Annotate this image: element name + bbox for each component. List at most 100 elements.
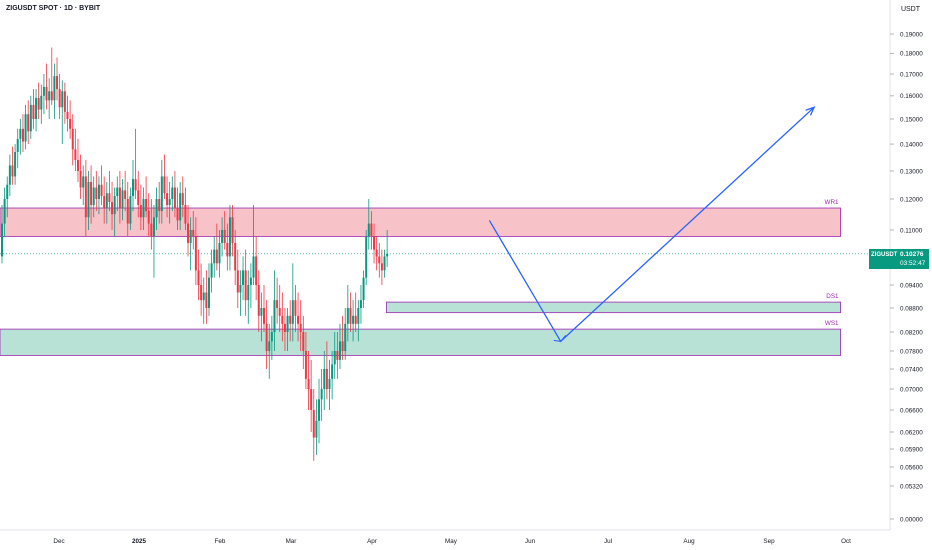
candle-body	[213, 249, 216, 264]
candle-body	[249, 277, 252, 285]
y-tick-label: 0.05600	[900, 464, 923, 471]
candle-body	[24, 114, 27, 142]
candle-body	[294, 300, 297, 316]
candle-body	[268, 341, 271, 351]
candle-body	[61, 91, 64, 108]
candle-body	[152, 217, 155, 237]
candle-body	[291, 300, 294, 324]
candle-body	[158, 199, 161, 212]
candle-body	[95, 187, 98, 199]
candle-body	[202, 292, 205, 301]
candle-body	[297, 315, 300, 324]
candle-body	[126, 199, 129, 224]
x-tick-label: Feb	[215, 538, 226, 545]
candle-body	[189, 230, 192, 243]
candle-body	[118, 187, 121, 209]
candle-body	[226, 242, 229, 257]
projection-arrowhead	[805, 106, 816, 116]
candle-body	[265, 323, 268, 351]
candle-body	[108, 193, 111, 202]
candle-body	[63, 91, 66, 112]
candle-body	[171, 187, 174, 199]
candle-body	[367, 223, 370, 237]
candle-body	[375, 249, 378, 257]
candle-body	[325, 369, 328, 389]
candle-body	[105, 193, 108, 209]
candle-body	[103, 196, 106, 209]
price-tag-price: 0.10276	[900, 251, 924, 258]
candle-body	[37, 98, 40, 110]
candle-body	[362, 277, 365, 301]
candle-body	[378, 256, 381, 264]
candle-body	[270, 332, 273, 342]
price-tag: ZIGUSDT 0.10276 03:52:47	[869, 249, 929, 269]
y-tick-label: 0.19000	[900, 31, 923, 38]
candle-body	[349, 308, 352, 324]
candle-body	[234, 242, 237, 271]
candle-body	[142, 199, 145, 218]
candle-body	[14, 151, 17, 177]
candle-body	[223, 230, 226, 243]
candle-body	[252, 256, 255, 278]
y-tick-label: 0.07800	[900, 348, 923, 355]
candle-body	[82, 176, 85, 188]
candle-body	[87, 181, 90, 218]
candle-body	[312, 410, 315, 438]
candle-body	[56, 76, 59, 90]
price-tag-symbol: ZIGUSDT	[871, 252, 898, 258]
candle-body	[29, 104, 32, 132]
candle-body	[45, 86, 48, 101]
candle-body	[181, 193, 184, 205]
currency-label: USDT	[900, 6, 920, 13]
candle-body	[187, 223, 190, 243]
candle-body	[19, 128, 22, 139]
candle-body	[205, 292, 208, 308]
candle-body	[273, 300, 276, 332]
candle-body	[383, 256, 386, 271]
candle-body	[283, 323, 286, 332]
candle-body	[139, 204, 142, 218]
candle-body	[32, 104, 35, 119]
candle-body	[166, 193, 169, 205]
x-tick-label: May	[445, 538, 458, 545]
x-tick-label: Mar	[286, 538, 297, 545]
candle-body	[129, 196, 132, 224]
candle-body	[221, 230, 224, 243]
candle-body	[147, 211, 150, 224]
candle-body	[244, 270, 247, 301]
candle-body	[357, 308, 360, 324]
candle-body	[173, 187, 176, 209]
price-tag-countdown: 03:52:47	[900, 260, 926, 267]
zone-ws1	[0, 328, 841, 356]
zones-layer: WR1 DS1 WS1	[0, 199, 890, 356]
candle-body	[134, 179, 137, 191]
x-tick-label: Dec	[53, 538, 64, 545]
candle-body	[48, 91, 51, 101]
candle-body	[247, 285, 250, 301]
y-tick-label: 0.14000	[900, 141, 923, 148]
y-tick-label: 0.00000	[900, 516, 923, 523]
candle-body	[194, 236, 197, 271]
y-tick-label: 0.17000	[900, 71, 923, 78]
candle-body	[218, 242, 221, 264]
zone-label: WS1	[825, 320, 839, 327]
y-tick-label: 0.05900	[900, 446, 923, 453]
candle-body	[184, 204, 187, 224]
candle-body	[323, 369, 326, 389]
candle-body	[8, 165, 11, 185]
candle-body	[90, 181, 93, 205]
candle-body	[160, 176, 163, 212]
x-tick-label: Jun	[525, 538, 536, 545]
candle-body	[307, 378, 310, 389]
candle-body	[192, 230, 195, 237]
candle-body	[236, 270, 239, 293]
candle-body	[354, 315, 357, 324]
candle-body	[53, 76, 56, 101]
candle-body	[231, 217, 234, 243]
y-tick-label: 0.07000	[900, 386, 923, 393]
y-tick-label: 0.13000	[900, 168, 923, 175]
candle-body	[331, 364, 334, 379]
candle-body	[27, 114, 30, 132]
candle-body	[289, 315, 292, 324]
